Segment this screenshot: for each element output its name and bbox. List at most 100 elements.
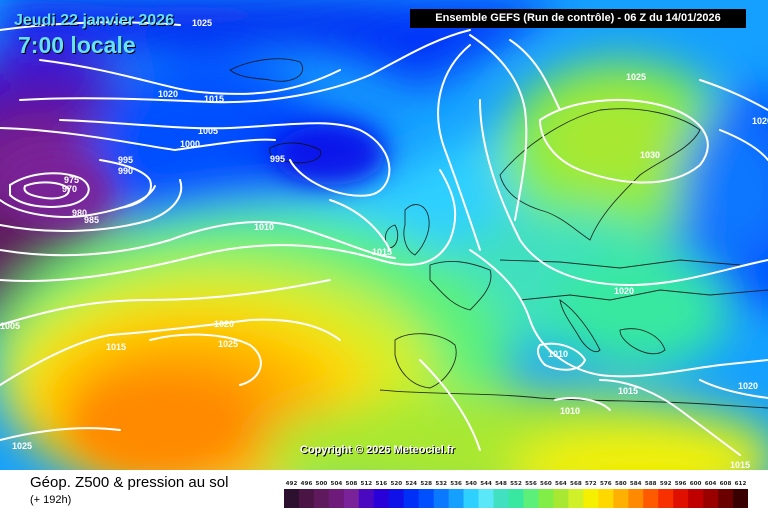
legend-value: 560 [540, 481, 552, 487]
legend-value: 608 [720, 481, 732, 487]
legend-swatch [448, 489, 464, 508]
isobar-label: 1015 [204, 94, 224, 104]
legend-swatch [313, 489, 330, 508]
isobar-label: 975 [64, 175, 79, 185]
isobar-label: 1000 [180, 139, 200, 149]
legend-swatch [628, 489, 644, 508]
color-scale-legend: 492 496 500 504 508 512 516 520 524 528 532 536 540 5… [284, 481, 748, 508]
legend-value: 520 [390, 481, 402, 487]
legend-swatch [613, 489, 629, 508]
legend-swatch [703, 489, 719, 508]
legend-value: 580 [615, 481, 627, 487]
copyright-notice: Copyright © 2026 Meteociel.fr [300, 444, 455, 456]
legend-swatch [553, 489, 569, 508]
legend-value: 492 [286, 481, 298, 487]
legend-swatch [568, 489, 584, 508]
isobar-label: 1020 [214, 319, 234, 329]
isobar-label: 1015 [618, 386, 638, 396]
legend-swatch [598, 489, 614, 508]
legend-swatch [673, 489, 689, 508]
weather-map: 1025 1020 1015 1005 1000 995 990 975 970… [0, 0, 768, 470]
legend-value: 600 [690, 481, 702, 487]
legend-value: 592 [660, 481, 672, 487]
parameter-title: Géop. Z500 & pression au sol [30, 474, 229, 491]
legend-value: 516 [375, 481, 387, 487]
legend-swatch [418, 489, 434, 508]
legend-swatch [463, 489, 479, 508]
coastlines [229, 58, 768, 409]
legend-swatch [733, 489, 748, 508]
legend-swatch [643, 489, 659, 508]
legend-value: 568 [570, 481, 582, 487]
isobar-label: 1005 [198, 126, 218, 136]
geopotential-field: 1025 1020 1015 1005 1000 995 990 975 970… [0, 0, 768, 470]
run-info: Ensemble GEFS (Run de contrôle) - 06 Z d… [410, 9, 746, 28]
isobar-label: 1015 [730, 460, 750, 470]
legend-swatch [373, 489, 390, 508]
legend-value: 496 [301, 481, 313, 487]
isobar-label: 1025 [218, 339, 238, 349]
legend-value: 552 [510, 481, 522, 487]
legend-swatch [343, 489, 360, 508]
isobar-label: 995 [270, 154, 285, 164]
legend-value: 540 [465, 481, 477, 487]
isobar-label: 1020 [158, 89, 178, 99]
legend-value: 528 [420, 481, 432, 487]
legend-value: 576 [600, 481, 612, 487]
legend-value: 588 [645, 481, 657, 487]
isobar-label: 1025 [626, 72, 646, 82]
isobar-label: 985 [84, 215, 99, 225]
legend-value: 532 [435, 481, 447, 487]
legend-value: 512 [360, 481, 372, 487]
isobar-label: 1020 [738, 381, 758, 391]
legend-swatch [433, 489, 449, 508]
legend-swatch [658, 489, 674, 508]
legend-swatch [478, 489, 494, 508]
isobar-label: 1005 [0, 321, 20, 331]
legend-swatch [284, 489, 300, 508]
isobar-label: 990 [118, 166, 133, 176]
isobar-label: 995 [118, 155, 133, 165]
isobar-label: 1025 [192, 18, 212, 28]
legend-swatch [358, 489, 375, 508]
legend-value: 504 [331, 481, 343, 487]
legend-value: 544 [480, 481, 492, 487]
legend-swatch [718, 489, 734, 508]
isobar-label: 1015 [106, 342, 126, 352]
isobar-label: 980 [72, 208, 87, 218]
isobar-labels: 1025 1020 1015 1005 1000 995 990 975 970… [0, 18, 768, 470]
legend-swatch [299, 489, 315, 508]
legend-swatch [538, 489, 554, 508]
forecast-date: Jeudi 22 janvier 2026 [14, 12, 175, 29]
legend-value: 500 [316, 481, 328, 487]
legend-swatch [388, 489, 405, 508]
isobar-label: 1010 [548, 349, 568, 359]
isobar-lines [0, 21, 768, 456]
isobar-label: 1025 [12, 441, 32, 451]
legend-value: 564 [555, 481, 567, 487]
legend-swatch [523, 489, 539, 508]
legend-value: 536 [450, 481, 462, 487]
forecast-range: (+ 192h) [30, 494, 72, 506]
legend-swatch [328, 489, 345, 508]
legend-swatch [403, 489, 419, 508]
map-footer: Géop. Z500 & pression au sol (+ 192h) 49… [0, 470, 768, 512]
legend-swatch [688, 489, 704, 508]
legend-value: 604 [705, 481, 717, 487]
legend-swatch [508, 489, 524, 508]
legend-value: 556 [525, 481, 537, 487]
isobar-label: 970 [62, 184, 77, 194]
isobar-label: 1020 [614, 286, 634, 296]
legend-value: 548 [495, 481, 507, 487]
isobar-label: 1010 [254, 222, 274, 232]
legend-value: 584 [630, 481, 642, 487]
isobar-label: 1015 [372, 247, 392, 257]
isobar-label: 1020 [752, 116, 768, 126]
forecast-time: 7:00 locale [18, 32, 136, 58]
legend-value: 524 [405, 481, 417, 487]
legend-swatch [493, 489, 509, 508]
legend-value: 596 [675, 481, 687, 487]
isobar-label: 1030 [640, 150, 660, 160]
legend-value: 508 [346, 481, 358, 487]
